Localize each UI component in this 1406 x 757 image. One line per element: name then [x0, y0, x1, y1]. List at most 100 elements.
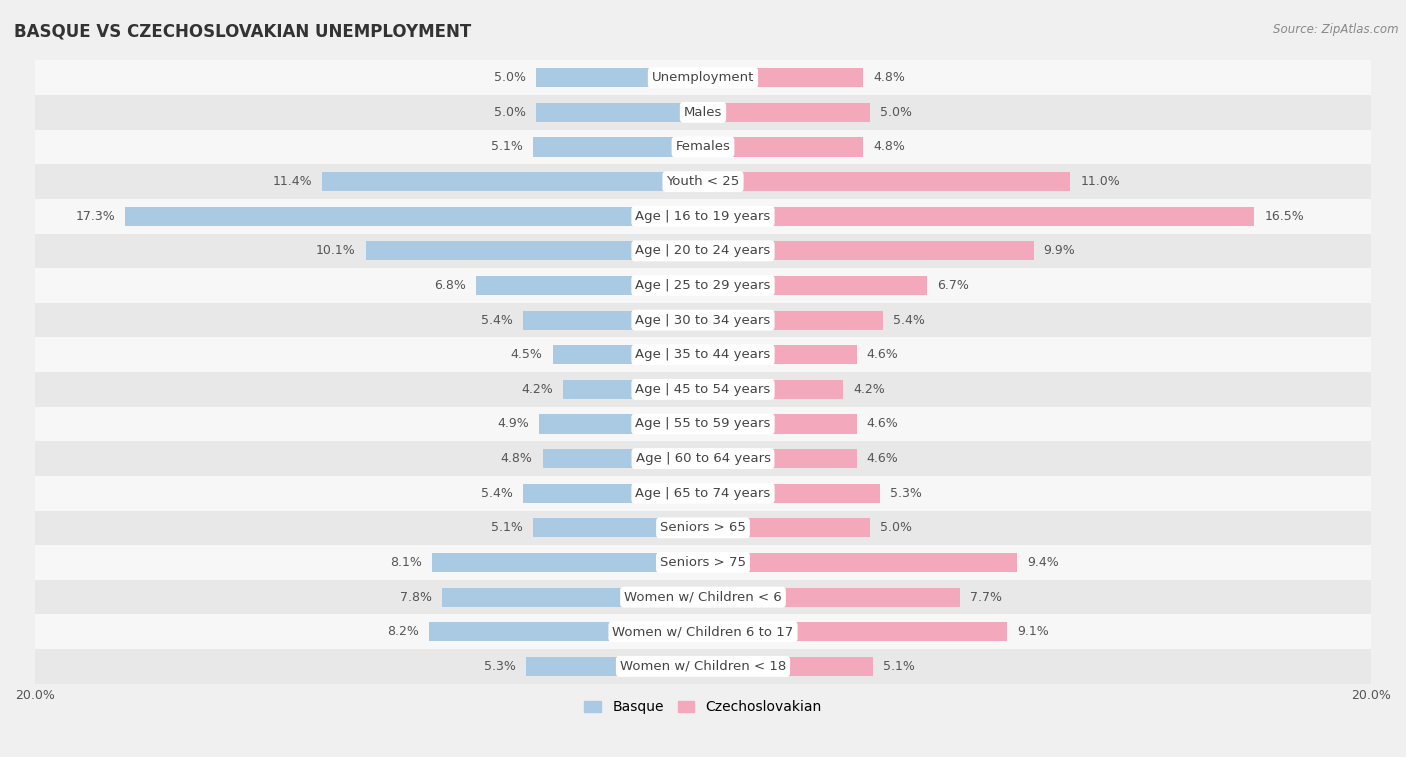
Text: Age | 25 to 29 years: Age | 25 to 29 years [636, 279, 770, 292]
Bar [703, 172, 1070, 191]
Bar [125, 207, 703, 226]
Bar [703, 345, 856, 364]
Text: 5.4%: 5.4% [893, 313, 925, 326]
Bar [523, 484, 703, 503]
Text: Women w/ Children 6 to 17: Women w/ Children 6 to 17 [613, 625, 793, 638]
Bar [35, 649, 1371, 684]
Bar [35, 129, 1371, 164]
Text: Age | 65 to 74 years: Age | 65 to 74 years [636, 487, 770, 500]
Text: 11.4%: 11.4% [273, 175, 312, 188]
Text: 4.8%: 4.8% [501, 452, 533, 465]
Bar [35, 61, 1371, 95]
Legend: Basque, Czechoslovakian: Basque, Czechoslovakian [585, 700, 821, 714]
Text: 4.6%: 4.6% [866, 348, 898, 361]
Text: Age | 30 to 34 years: Age | 30 to 34 years [636, 313, 770, 326]
Text: 6.7%: 6.7% [936, 279, 969, 292]
Bar [562, 380, 703, 399]
Bar [536, 103, 703, 122]
Bar [703, 241, 1033, 260]
Text: 4.8%: 4.8% [873, 141, 905, 154]
Bar [35, 372, 1371, 407]
Text: Age | 55 to 59 years: Age | 55 to 59 years [636, 418, 770, 431]
Text: Age | 60 to 64 years: Age | 60 to 64 years [636, 452, 770, 465]
Bar [429, 622, 703, 641]
Text: Age | 45 to 54 years: Age | 45 to 54 years [636, 383, 770, 396]
Text: 7.7%: 7.7% [970, 590, 1002, 603]
Bar [703, 519, 870, 537]
Bar [536, 68, 703, 87]
Text: 11.0%: 11.0% [1080, 175, 1121, 188]
Bar [703, 68, 863, 87]
Bar [35, 164, 1371, 199]
Bar [35, 338, 1371, 372]
Text: 4.2%: 4.2% [853, 383, 884, 396]
Text: 5.4%: 5.4% [481, 313, 513, 326]
Bar [35, 615, 1371, 649]
Bar [35, 407, 1371, 441]
Bar [533, 138, 703, 157]
Text: 8.1%: 8.1% [391, 556, 422, 569]
Bar [35, 476, 1371, 510]
Bar [703, 380, 844, 399]
Text: Males: Males [683, 106, 723, 119]
Text: 5.1%: 5.1% [491, 141, 523, 154]
Text: 5.0%: 5.0% [880, 106, 912, 119]
Bar [35, 580, 1371, 615]
Text: 5.0%: 5.0% [880, 522, 912, 534]
Text: 5.3%: 5.3% [890, 487, 922, 500]
Text: Age | 20 to 24 years: Age | 20 to 24 years [636, 245, 770, 257]
Text: 10.1%: 10.1% [316, 245, 356, 257]
Text: 4.8%: 4.8% [873, 71, 905, 84]
Text: 7.8%: 7.8% [401, 590, 433, 603]
Bar [703, 415, 856, 434]
Bar [703, 449, 856, 468]
Text: 9.4%: 9.4% [1026, 556, 1059, 569]
Text: Females: Females [675, 141, 731, 154]
Text: 4.6%: 4.6% [866, 418, 898, 431]
Bar [533, 519, 703, 537]
Bar [366, 241, 703, 260]
Bar [553, 345, 703, 364]
Text: Women w/ Children < 18: Women w/ Children < 18 [620, 660, 786, 673]
Text: Youth < 25: Youth < 25 [666, 175, 740, 188]
Bar [475, 276, 703, 295]
Bar [35, 199, 1371, 234]
Text: 5.1%: 5.1% [883, 660, 915, 673]
Text: 6.8%: 6.8% [434, 279, 465, 292]
Bar [703, 276, 927, 295]
Bar [703, 622, 1007, 641]
Bar [35, 303, 1371, 338]
Text: 5.1%: 5.1% [491, 522, 523, 534]
Text: Women w/ Children < 6: Women w/ Children < 6 [624, 590, 782, 603]
Text: Seniors > 75: Seniors > 75 [659, 556, 747, 569]
Bar [703, 657, 873, 676]
Text: 16.5%: 16.5% [1264, 210, 1303, 223]
Bar [526, 657, 703, 676]
Bar [35, 268, 1371, 303]
Text: 5.4%: 5.4% [481, 487, 513, 500]
Bar [433, 553, 703, 572]
Text: Age | 35 to 44 years: Age | 35 to 44 years [636, 348, 770, 361]
Bar [703, 553, 1017, 572]
Text: 8.2%: 8.2% [387, 625, 419, 638]
Text: 4.5%: 4.5% [510, 348, 543, 361]
Bar [35, 441, 1371, 476]
Text: 4.2%: 4.2% [522, 383, 553, 396]
Bar [703, 207, 1254, 226]
Bar [35, 545, 1371, 580]
Bar [35, 510, 1371, 545]
Bar [703, 587, 960, 606]
Bar [35, 95, 1371, 129]
Bar [540, 415, 703, 434]
Text: Seniors > 65: Seniors > 65 [659, 522, 747, 534]
Text: 4.9%: 4.9% [498, 418, 529, 431]
Bar [703, 310, 883, 329]
Bar [703, 138, 863, 157]
Text: Age | 16 to 19 years: Age | 16 to 19 years [636, 210, 770, 223]
Text: 17.3%: 17.3% [76, 210, 115, 223]
Text: 5.0%: 5.0% [494, 71, 526, 84]
Text: Unemployment: Unemployment [652, 71, 754, 84]
Bar [703, 484, 880, 503]
Text: 9.9%: 9.9% [1043, 245, 1076, 257]
Bar [35, 234, 1371, 268]
